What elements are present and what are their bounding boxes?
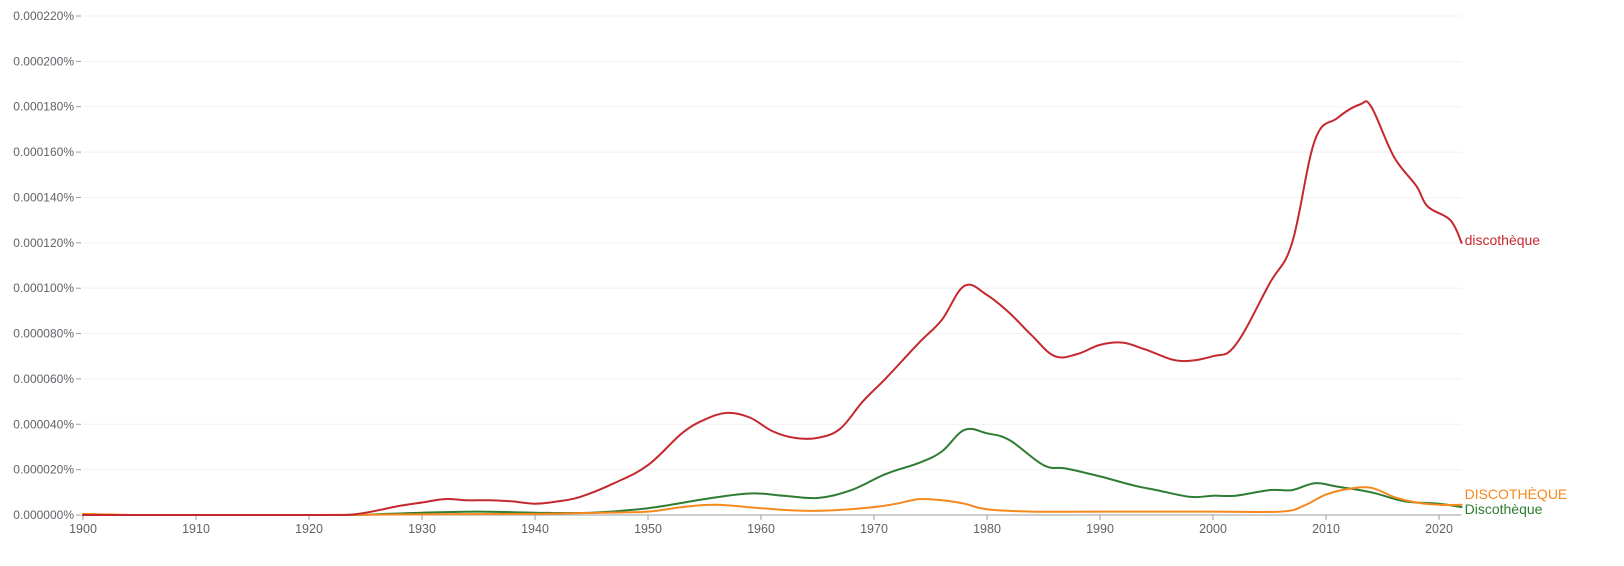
y-tick-label: 0.000020% — [13, 463, 74, 477]
series-lines — [82, 100, 1463, 516]
series-line-discotheque-capitalized[interactable] — [82, 427, 1463, 516]
y-tick-label: 0.000180% — [13, 100, 74, 114]
y-tick-label: 0.000120% — [13, 236, 74, 250]
x-tick-label: 2020 — [1425, 522, 1453, 536]
y-tick-label: 0.000160% — [13, 145, 74, 159]
series-label-discotheque-upper[interactable]: DISCOTHÈQUE — [1465, 486, 1568, 502]
series-line-discotheque-lower[interactable] — [82, 100, 1463, 516]
x-tick-label: 1960 — [747, 522, 775, 536]
y-axis: 0.000000% 0.000020% 0.000040% 0.000060% 0.00… — [13, 9, 81, 522]
y-tick-label: 0.000060% — [13, 372, 74, 386]
series-label-discotheque-lower[interactable]: discothèque — [1465, 232, 1541, 248]
y-tick-label: 0.000080% — [13, 327, 74, 341]
x-tick-label: 1920 — [295, 522, 323, 536]
x-axis: 1900 1910 1920 1930 1940 1950 1960 1970 1980 1990… — [69, 514, 1462, 536]
x-tick-label: 2000 — [1199, 522, 1227, 536]
y-tick-label: 0.000140% — [13, 190, 74, 204]
y-tick-label: 0.000040% — [13, 417, 74, 431]
x-tick-label: 1980 — [973, 522, 1001, 536]
series-line-discotheque-upper[interactable] — [82, 486, 1463, 516]
x-tick-label: 1990 — [1086, 522, 1114, 536]
y-tick-label: 0.000000% — [13, 508, 74, 522]
x-tick-label: 1910 — [182, 522, 210, 536]
y-tick-label: 0.000200% — [13, 54, 74, 68]
x-tick-label: 1900 — [69, 522, 97, 536]
gridlines — [83, 15, 1462, 471]
x-tick-label: 1940 — [521, 522, 549, 536]
y-tick-label: 0.000100% — [13, 281, 74, 295]
x-tick-label: 1950 — [634, 522, 662, 536]
x-tick-label: 1930 — [408, 522, 436, 536]
x-tick-label: 1970 — [860, 522, 888, 536]
series-label-discotheque-capitalized[interactable]: Discothèque — [1465, 501, 1543, 517]
x-tick-label: 2010 — [1312, 522, 1340, 536]
y-tick-label: 0.000220% — [13, 9, 74, 23]
